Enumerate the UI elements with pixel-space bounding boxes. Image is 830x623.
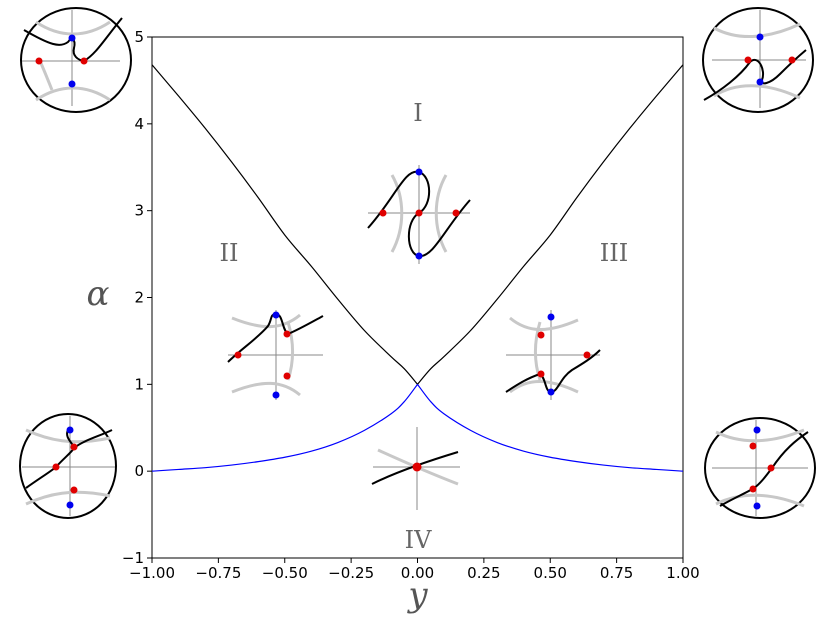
y-axis-title: α — [87, 274, 110, 314]
critical-point — [415, 252, 423, 260]
y-tick-label: −1 — [122, 549, 144, 567]
critical-point — [379, 209, 387, 217]
critical-point — [452, 209, 460, 217]
critical-point — [272, 391, 280, 399]
inset-diagram-region-i — [367, 165, 471, 264]
y-tick-label: 0 — [134, 462, 144, 480]
corner-inset-bottom-left — [19, 413, 117, 519]
critical-point — [537, 370, 545, 378]
axis-ticks: −1.00 −0.75 −0.50 −0.25 0.00 0.25 0.50 0.75 1.00… — [122, 28, 700, 582]
inset-diagram-region-ii — [227, 310, 324, 400]
critical-point — [412, 462, 422, 472]
y-tick-label: 5 — [134, 28, 144, 46]
y-tick-label: 4 — [134, 115, 144, 133]
series-line-3 — [417, 383, 684, 472]
x-tick-label: 0.50 — [534, 564, 567, 582]
series-line-1 — [417, 64, 684, 385]
x-tick-label: 1.00 — [666, 564, 699, 582]
region-label-ii: II — [220, 239, 239, 267]
critical-point — [283, 330, 291, 338]
critical-point — [283, 372, 291, 380]
corner-inset-top-left — [20, 7, 132, 113]
region-label-iv: IV — [405, 526, 432, 554]
inset-diagram-region-iii — [505, 310, 601, 400]
inset-diagram-region-iv — [371, 427, 460, 510]
x-axis-title: y — [406, 575, 428, 615]
x-tick-label: 0.25 — [467, 564, 500, 582]
critical-point — [415, 209, 423, 217]
x-tick-label: 0.75 — [600, 564, 633, 582]
critical-point — [537, 331, 545, 339]
x-tick-label: 0.00 — [401, 564, 434, 582]
critical-point — [547, 313, 555, 321]
x-tick-label: −0.25 — [328, 564, 374, 582]
critical-point — [272, 311, 280, 319]
y-tick-label: 2 — [134, 289, 144, 307]
critical-point — [583, 351, 591, 359]
corner-inset-top-right — [702, 7, 814, 113]
critical-point — [547, 388, 555, 396]
x-tick-label: −0.75 — [195, 564, 241, 582]
x-tick-label: −0.50 — [262, 564, 308, 582]
corner-inset-bottom-right — [704, 417, 816, 519]
y-tick-label: 1 — [134, 375, 144, 393]
critical-point — [234, 351, 242, 359]
critical-point — [415, 168, 423, 176]
region-label-i: I — [413, 99, 422, 127]
curve-series — [151, 64, 684, 472]
series-line-0 — [151, 64, 418, 385]
series-line-2 — [151, 383, 418, 472]
x-tick-label: −1.00 — [129, 564, 175, 582]
region-label-iii: III — [600, 239, 628, 267]
y-tick-label: 3 — [134, 202, 144, 220]
